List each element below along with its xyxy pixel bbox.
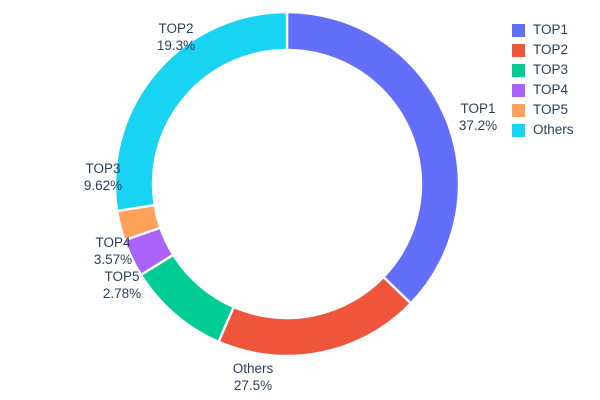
legend-item-label: TOP3 <box>533 62 569 78</box>
slice-label-name: TOP1 <box>460 101 495 116</box>
legend-item-label: TOP5 <box>533 102 569 118</box>
donut-slices <box>113 10 461 358</box>
legend-item[interactable]: TOP4 <box>512 80 596 100</box>
slice-label-percent: 19.3% <box>157 38 195 53</box>
legend-item-label: TOP1 <box>533 22 569 38</box>
slice-label: TOP3 9.62% <box>84 161 122 193</box>
legend-swatch-icon <box>512 43 525 57</box>
chart-legend: TOP1 TOP2 TOP3 TOP4 TOP5 Others <box>512 20 596 140</box>
slice-label-percent: 3.57% <box>94 252 132 267</box>
slice-label: TOP2 19.3% <box>157 21 195 53</box>
slice-label-name: TOP4 <box>95 235 131 250</box>
slice-label-percent: 27.5% <box>234 378 272 393</box>
legend-item-label: TOP2 <box>533 42 569 58</box>
legend-item[interactable]: TOP5 <box>512 100 596 120</box>
legend-swatch-icon <box>512 123 525 137</box>
slice-label-percent: 2.78% <box>103 286 141 301</box>
legend-swatch-icon <box>512 83 525 97</box>
slice-label-percent: 9.62% <box>84 178 122 193</box>
slice-label: Others 27.5% <box>233 361 274 393</box>
donut-slice[interactable] <box>285 10 461 305</box>
slice-label-name: Others <box>233 361 274 376</box>
legend-item[interactable]: TOP1 <box>512 20 596 40</box>
slice-label-name: TOP3 <box>85 161 120 176</box>
legend-swatch-icon <box>512 23 525 37</box>
slice-label: TOP4 3.57% <box>94 235 132 267</box>
donut-slice-labels: TOP1 37.2% TOP2 19.3% TOP3 9.62% TOP4 3.57% TOP5… <box>84 21 497 393</box>
legend-item[interactable]: Others <box>512 120 596 140</box>
slice-label: TOP5 2.78% <box>103 269 141 301</box>
legend-item-label: Others <box>533 122 574 138</box>
slice-label: TOP1 37.2% <box>459 101 497 133</box>
slice-label-name: TOP5 <box>104 269 139 284</box>
donut-slice[interactable] <box>139 253 235 343</box>
legend-item-label: TOP4 <box>533 82 569 98</box>
legend-swatch-icon <box>512 63 525 77</box>
donut-slice[interactable] <box>113 10 289 213</box>
legend-swatch-icon <box>512 103 525 117</box>
donut-slice[interactable] <box>217 275 413 358</box>
legend-item[interactable]: TOP2 <box>512 40 596 60</box>
legend-item[interactable]: TOP3 <box>512 60 596 80</box>
slice-label-name: TOP2 <box>158 21 193 36</box>
slice-label-percent: 37.2% <box>459 118 497 133</box>
